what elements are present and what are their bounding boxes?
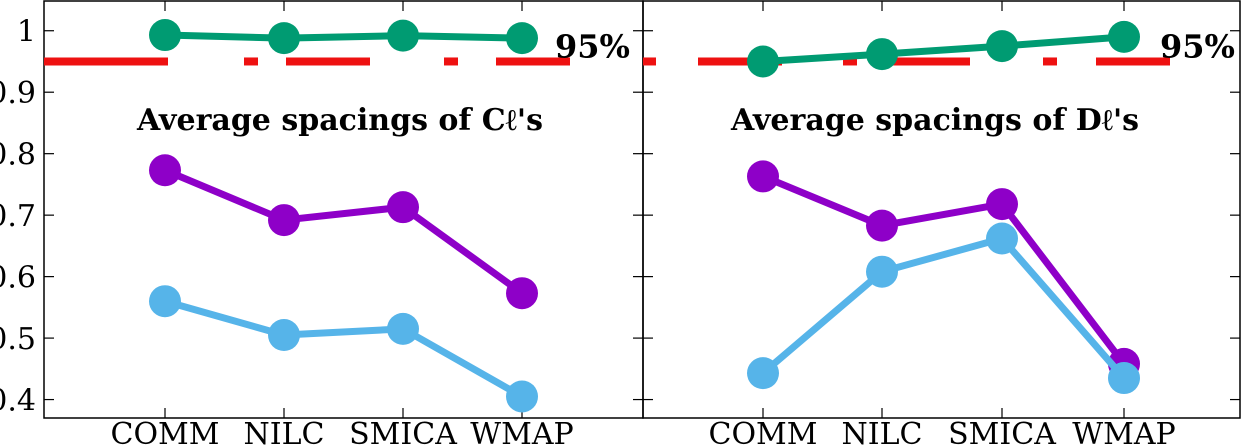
x-tick-label: COMM bbox=[111, 417, 220, 445]
series-line bbox=[760, 235, 1127, 381]
series-line bbox=[761, 173, 1127, 367]
series-point bbox=[986, 30, 1018, 63]
x-tick-label: COMM bbox=[709, 417, 818, 445]
series-line bbox=[164, 297, 524, 400]
x-tick-label: WMAP bbox=[1072, 417, 1175, 445]
x-tick-label: NILC bbox=[244, 417, 325, 445]
reference-line-label: 95% bbox=[555, 27, 630, 65]
series-point bbox=[747, 160, 779, 193]
panel-c-ell: 0.4 0.5 0.6 0.7 0.8 0.9 1 COMM NILC SMICA WMAP 95% A… bbox=[0, 0, 644, 445]
y-tick-label: 0.4 bbox=[0, 384, 36, 419]
series-point bbox=[986, 222, 1018, 255]
series-line bbox=[762, 33, 1125, 65]
series-point bbox=[268, 319, 300, 352]
series-point bbox=[747, 45, 779, 78]
series-point bbox=[506, 380, 538, 413]
series-point bbox=[149, 285, 181, 318]
series-point bbox=[506, 22, 538, 55]
x-tick-label: NILC bbox=[842, 417, 923, 445]
chart-title: Average spacings of Dℓ's bbox=[730, 103, 1139, 138]
series-point bbox=[506, 277, 538, 310]
series-line bbox=[164, 31, 523, 42]
series-point bbox=[268, 22, 300, 55]
series-point bbox=[387, 19, 419, 52]
x-tick-label: SMICA bbox=[948, 417, 1056, 445]
reference-line-label: 95% bbox=[1160, 27, 1235, 65]
y-tick-label: 0.5 bbox=[0, 322, 36, 357]
series-point bbox=[1108, 362, 1140, 395]
series-point bbox=[1108, 20, 1140, 53]
chart-title: Average spacings of Cℓ's bbox=[136, 103, 543, 138]
series-point bbox=[866, 38, 898, 71]
y-tick-label: 0.7 bbox=[0, 199, 36, 234]
series-point bbox=[268, 204, 300, 237]
series-point bbox=[387, 191, 419, 224]
series-point bbox=[866, 209, 898, 242]
series-point bbox=[149, 19, 181, 52]
plot-frame bbox=[642, 0, 1241, 419]
panel-d-ell: COMM NILC SMICA WMAP 95% Average spacings of … bbox=[642, 0, 1241, 445]
series-point bbox=[866, 255, 898, 288]
y-tick-label: 0.9 bbox=[0, 76, 36, 111]
series-point bbox=[747, 357, 779, 390]
y-tick-label: 1 bbox=[17, 15, 36, 50]
series-line bbox=[163, 167, 525, 297]
x-tick-label: WMAP bbox=[470, 417, 573, 445]
y-tick-label: 0.8 bbox=[0, 138, 36, 173]
y-tick-label: 0.6 bbox=[0, 261, 36, 296]
series-point bbox=[387, 312, 419, 345]
series-point bbox=[149, 154, 181, 187]
x-tick-label: SMICA bbox=[349, 417, 457, 445]
series-point bbox=[986, 188, 1018, 221]
